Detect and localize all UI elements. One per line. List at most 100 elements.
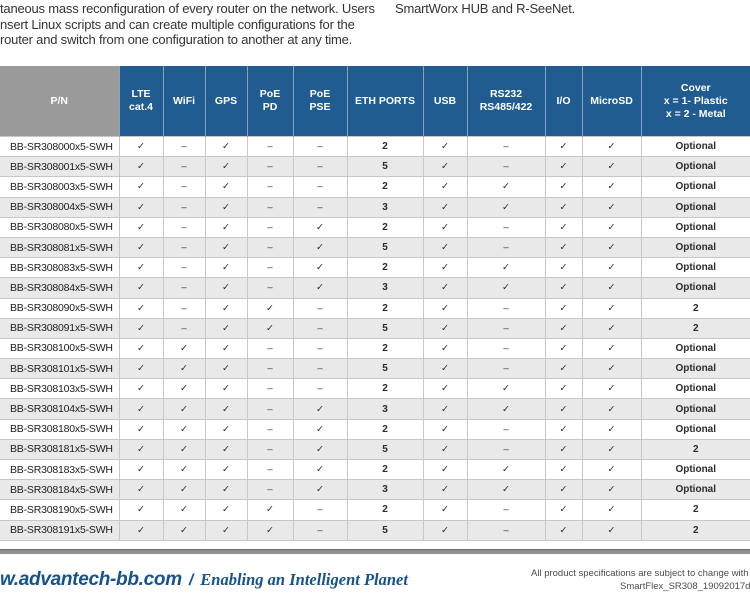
checkmark-icon: ✓ [162,378,206,400]
checkmark-icon: ✓ [466,378,546,400]
checkmark-icon: ✓ [118,236,164,259]
table-row: BB-SR308190x5-SWH ✓ ✓ ✓ ✓ –2 ✓ – ✓ ✓ 2 [0,499,750,521]
checkmark-icon: ✓ [118,519,164,541]
dash-cell: – [246,176,294,198]
value-cell-eth-ports: 2 [346,176,424,198]
dash-cell: – [162,317,206,339]
table-row: BB-SR308101x5-SWH ✓ ✓ ✓ – –5 ✓ – ✓ ✓ Optional [0,358,750,380]
footer-separator-slash: / [188,572,194,589]
checkmark-icon: ✓ [581,438,642,461]
part-number-cell: BB-SR308184x5-SWH [0,479,120,501]
footer-disclaimer: All product specifications are subject t… [531,568,749,579]
dash-cell: – [246,337,294,360]
part-number-cell: BB-SR308103x5-SWH [0,378,120,400]
table-row: BB-SR308091x5-SWH ✓ – ✓ ✓ –5 ✓ – ✓ ✓ 2 [0,317,750,339]
checkmark-icon: ✓ [581,458,642,481]
table-row: BB-SR308003x5-SWH ✓ – ✓ – –2 ✓ ✓ ✓ ✓ Optional [0,176,750,198]
value-cell-eth-ports: 5 [346,317,424,339]
checkmark-icon: ✓ [466,196,546,218]
table-row: BB-SR308181x5-SWH ✓ ✓ ✓ – ✓ 5 ✓ – ✓ ✓ 2 [0,438,750,461]
checkmark-icon: ✓ [118,156,164,178]
checkmark-icon: ✓ [118,418,164,440]
table-row: BB-SR308084x5-SWH ✓ – ✓ – ✓ 3 ✓ ✓ ✓ ✓ Optional [0,277,750,299]
checkmark-icon: ✓ [118,176,164,198]
checkmark-icon: ✓ [204,337,248,360]
dash-cell: – [292,378,348,400]
dash-cell: – [466,236,546,259]
checkmark-icon: ✓ [246,317,294,339]
checkmark-icon: ✓ [292,257,348,279]
checkmark-icon: ✓ [204,398,248,420]
checkmark-icon: ✓ [162,358,206,380]
value-cell-eth-ports: 2 [346,378,424,400]
value-cell-eth-ports: 5 [346,438,424,461]
checkmark-icon: ✓ [422,398,468,420]
table-row: BB-SR308180x5-SWH ✓ ✓ ✓ – ✓ 2 ✓ – ✓ ✓ Optional [0,418,750,440]
value-cell-eth-ports: 3 [346,398,424,420]
footer-website-link[interactable]: w.advantech-bb.com [0,569,182,590]
checkmark-icon: ✓ [581,499,642,521]
part-number-cell: BB-SR308000x5-SWH [0,135,120,158]
checkmark-icon: ✓ [204,236,248,259]
checkmark-icon: ✓ [544,398,583,420]
checkmark-icon: ✓ [422,519,468,541]
checkmark-icon: ✓ [422,378,468,400]
dash-cell: – [466,317,546,339]
intro-line-1: taneous mass reconfiguration of every ro… [0,1,375,16]
checkmark-icon: ✓ [204,479,248,501]
checkmark-icon: ✓ [544,317,583,339]
col-header-rs232-rs485-422: RS232 RS485/422 [467,66,546,137]
checkmark-icon: ✓ [422,418,468,440]
col-header-gps: GPS [205,66,248,137]
value-cell-eth-ports: 3 [346,277,424,299]
part-number-cell: BB-SR308080x5-SWH [0,216,120,238]
dash-cell: – [162,236,206,259]
intro-paragraph-right: SmartWorx HUB and R-SeeNet. [395,1,745,17]
value-cell-cover: Optional [640,337,750,360]
table-row: BB-SR308001x5-SWH ✓ – ✓ – –5 ✓ – ✓ ✓ Optional [0,156,750,178]
footer-divider-rule [0,549,750,554]
dash-cell: – [292,337,348,360]
dash-cell: – [246,398,294,420]
checkmark-icon: ✓ [246,519,294,541]
checkmark-icon: ✓ [422,438,468,461]
footer-document-id: SmartFlex_SR308_19092017d [620,581,750,592]
value-cell-cover: Optional [640,398,750,420]
value-cell-eth-ports: 5 [346,358,424,380]
checkmark-icon: ✓ [204,156,248,178]
checkmark-icon: ✓ [544,499,583,521]
checkmark-icon: ✓ [292,236,348,259]
checkmark-icon: ✓ [466,176,546,198]
table-row: BB-SR308100x5-SWH ✓ ✓ ✓ – –2 ✓ – ✓ ✓ Optional [0,337,750,360]
value-cell-eth-ports: 5 [346,519,424,541]
checkmark-icon: ✓ [466,398,546,420]
checkmark-icon: ✓ [204,378,248,400]
checkmark-icon: ✓ [581,297,642,319]
value-cell-eth-ports: 2 [346,337,424,360]
checkmark-icon: ✓ [422,458,468,481]
checkmark-icon: ✓ [544,418,583,440]
dash-cell: – [292,358,348,380]
value-cell-cover: Optional [640,196,750,218]
checkmark-icon: ✓ [422,479,468,501]
checkmark-icon: ✓ [118,499,164,521]
part-number-cell: BB-SR308084x5-SWH [0,277,120,299]
footer-brand: w.advantech-bb.com / Enabling an Intellige… [0,569,408,591]
dash-cell: – [246,378,294,400]
dash-cell: – [466,519,546,541]
dash-cell: – [246,216,294,238]
dash-cell: – [466,337,546,360]
value-cell-eth-ports: 3 [346,479,424,501]
checkmark-icon: ✓ [544,438,583,461]
table-row: BB-SR308083x5-SWH ✓ – ✓ – ✓ 2 ✓ ✓ ✓ ✓ Optional [0,257,750,279]
checkmark-icon: ✓ [204,135,248,158]
checkmark-icon: ✓ [581,277,642,299]
checkmark-icon: ✓ [544,358,583,380]
table-row: BB-SR308103x5-SWH ✓ ✓ ✓ – –2 ✓ ✓ ✓ ✓ Optional [0,378,750,400]
checkmark-icon: ✓ [422,317,468,339]
col-header-poe-pse: PoE PSE [293,66,348,137]
checkmark-icon: ✓ [581,398,642,420]
col-header-lte-cat4: LTE cat.4 [119,66,164,137]
checkmark-icon: ✓ [581,156,642,178]
value-cell-cover: 2 [640,519,750,541]
